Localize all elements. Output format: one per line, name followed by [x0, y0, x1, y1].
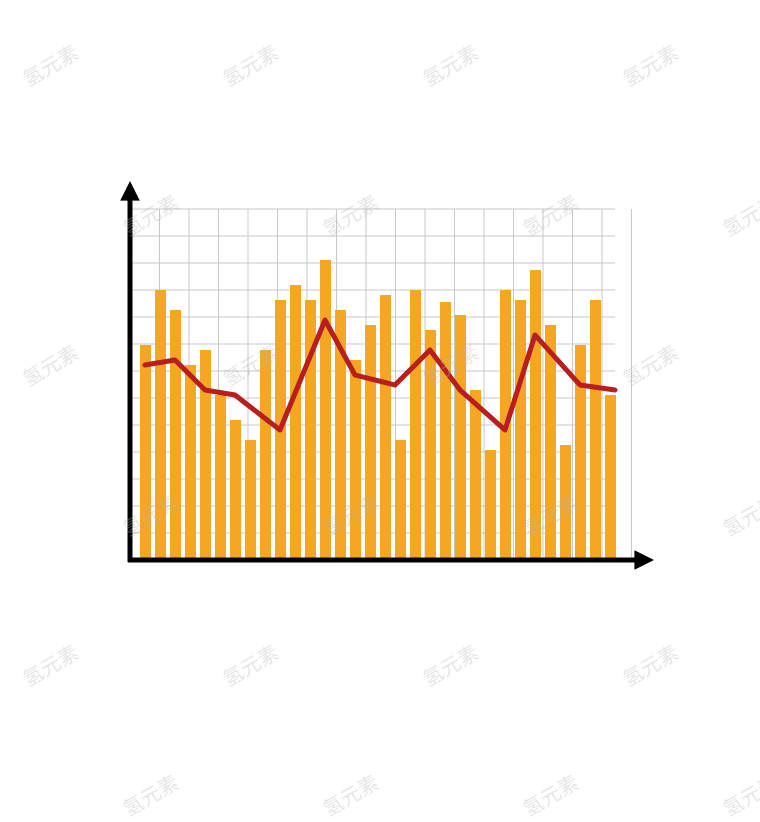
- bar: [440, 302, 451, 560]
- bar: [215, 395, 226, 560]
- bar: [575, 345, 586, 560]
- bar: [230, 420, 241, 560]
- bar: [545, 325, 556, 560]
- chart-bars: [140, 260, 616, 560]
- watermark-text: 氢元素: [717, 767, 760, 822]
- x-axis-arrow-icon: [634, 550, 654, 570]
- watermark-text: 氢元素: [317, 767, 383, 822]
- bar: [170, 310, 181, 560]
- bar: [425, 330, 436, 560]
- bar: [260, 350, 271, 560]
- bar: [350, 360, 361, 560]
- bar: [305, 300, 316, 560]
- bar: [560, 445, 571, 560]
- bar: [245, 440, 256, 560]
- bar: [410, 290, 421, 560]
- bar: [485, 450, 496, 560]
- y-axis-arrow-icon: [120, 181, 140, 201]
- bar: [320, 260, 331, 560]
- watermark-text: 氢元素: [117, 767, 183, 822]
- bar: [290, 285, 301, 560]
- bar: [590, 300, 601, 560]
- bar: [365, 325, 376, 560]
- bar: [155, 290, 166, 560]
- bar: [200, 350, 211, 560]
- bar: [470, 390, 481, 560]
- bar: [185, 365, 196, 560]
- bar: [455, 315, 466, 560]
- combo-chart: [0, 0, 760, 760]
- bar: [605, 395, 616, 560]
- bar: [530, 270, 541, 560]
- bar: [140, 345, 151, 560]
- bar: [380, 295, 391, 560]
- bar: [515, 300, 526, 560]
- bar: [395, 440, 406, 560]
- watermark-text: 氢元素: [517, 767, 583, 822]
